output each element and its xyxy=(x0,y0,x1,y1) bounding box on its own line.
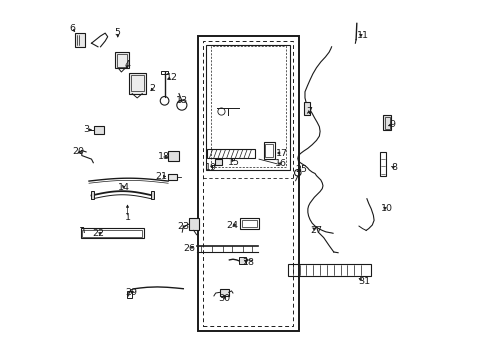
Text: 30: 30 xyxy=(218,294,230,302)
Text: 7: 7 xyxy=(305,107,312,116)
Text: 24: 24 xyxy=(225,220,238,230)
Bar xyxy=(239,257,245,264)
Bar xyxy=(75,33,84,47)
Text: 28: 28 xyxy=(242,258,254,267)
Bar xyxy=(127,291,132,298)
Text: 2: 2 xyxy=(149,84,155,93)
Text: 15: 15 xyxy=(227,158,239,167)
Bar xyxy=(115,52,128,68)
Text: 22: 22 xyxy=(93,230,104,239)
Text: 29: 29 xyxy=(125,288,137,297)
Bar xyxy=(242,220,257,227)
Bar xyxy=(206,45,289,171)
Text: 12: 12 xyxy=(165,73,178,82)
Bar xyxy=(94,126,104,134)
Bar xyxy=(220,289,228,296)
Text: 8: 8 xyxy=(390,163,396,172)
Text: 5: 5 xyxy=(115,28,121,37)
Text: 14: 14 xyxy=(118,183,130,192)
Bar xyxy=(210,46,285,167)
Bar xyxy=(265,144,273,157)
Bar xyxy=(206,149,255,158)
Bar xyxy=(384,117,389,129)
Text: 3: 3 xyxy=(83,125,89,134)
Bar xyxy=(215,159,222,165)
Bar xyxy=(91,191,94,199)
Bar xyxy=(382,115,390,130)
Bar xyxy=(151,191,154,199)
Bar xyxy=(197,36,298,331)
Text: 20: 20 xyxy=(72,147,84,156)
Bar xyxy=(167,151,178,161)
Bar xyxy=(303,102,310,115)
Text: 4: 4 xyxy=(124,60,130,69)
Text: 19: 19 xyxy=(205,163,217,172)
Bar xyxy=(82,230,142,237)
Bar xyxy=(288,264,370,276)
Text: 25: 25 xyxy=(295,165,307,174)
Bar xyxy=(203,41,293,326)
Text: 23: 23 xyxy=(177,222,189,231)
Bar xyxy=(168,174,177,180)
Bar xyxy=(188,218,199,230)
Bar xyxy=(130,75,143,91)
Text: 21: 21 xyxy=(155,172,167,181)
Bar xyxy=(379,152,385,176)
Bar xyxy=(117,54,126,67)
Text: 27: 27 xyxy=(310,226,322,235)
Text: 17: 17 xyxy=(276,149,288,158)
Text: 13: 13 xyxy=(175,96,187,105)
Bar xyxy=(161,71,168,74)
Text: 6: 6 xyxy=(69,24,75,33)
Bar xyxy=(240,218,258,229)
Text: 18: 18 xyxy=(157,152,169,161)
Text: 9: 9 xyxy=(389,120,395,129)
Text: 26: 26 xyxy=(183,244,195,253)
Bar xyxy=(81,228,143,238)
Text: 10: 10 xyxy=(380,204,392,213)
Bar xyxy=(263,142,275,159)
Text: 31: 31 xyxy=(357,277,369,286)
Bar xyxy=(128,73,145,94)
Text: 1: 1 xyxy=(124,213,130,222)
Text: 16: 16 xyxy=(274,159,286,168)
Text: 11: 11 xyxy=(357,31,368,40)
